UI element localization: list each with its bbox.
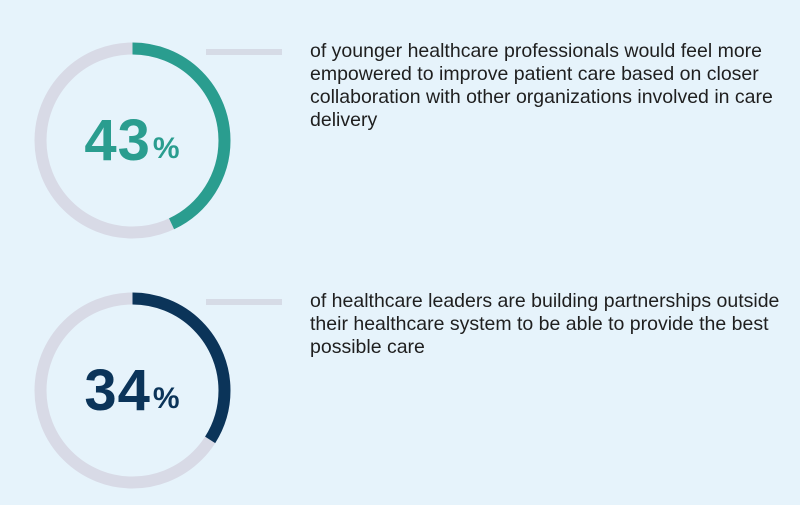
connector-line-2 [206,299,282,305]
percentage-sign-1: % [152,131,181,165]
stat-block-2: 34 % of healthcare leaders are building … [0,250,800,489]
stat-description-2: of healthcare leaders are building partn… [310,290,780,358]
percentage-value-2: 34 [84,357,151,423]
stat-block-1: 43 % of younger healthcare professionals… [0,0,800,239]
percentage-value-1: 43 [84,107,151,173]
donut-value-arc-2 [34,292,231,489]
percentage-label-2: 34 % [30,288,235,493]
percentage-label-1: 43 % [30,38,235,243]
connector-line-1 [206,49,282,55]
donut-value-arc-1 [34,42,231,239]
donut-chart-1: 43 % [30,38,235,243]
percentage-sign-2: % [152,381,181,415]
donut-svg-1 [34,42,231,239]
stat-description-1: of younger healthcare professionals woul… [310,40,773,131]
donut-chart-2: 34 % [30,288,235,493]
donut-svg-2 [34,292,231,489]
